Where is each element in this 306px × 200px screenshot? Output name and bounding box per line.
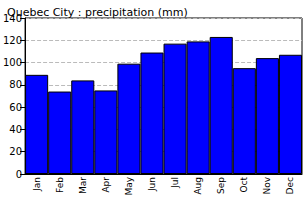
svg-text:0: 0	[16, 169, 22, 180]
svg-text:Jan: Jan	[32, 177, 42, 192]
svg-text:80: 80	[9, 79, 22, 90]
svg-text:Feb: Feb	[55, 177, 65, 193]
svg-text:Dec: Dec	[285, 177, 295, 194]
svg-text:60: 60	[9, 102, 22, 113]
svg-text:Apr: Apr	[101, 177, 111, 193]
svg-text:Jul: Jul	[170, 177, 180, 189]
svg-text:Sep: Sep	[216, 177, 226, 194]
svg-text:40: 40	[9, 124, 22, 135]
svg-text:May: May	[124, 176, 134, 195]
svg-text:Aug: Aug	[193, 177, 203, 195]
svg-text:Oct: Oct	[239, 177, 249, 193]
svg-text:120: 120	[3, 35, 22, 46]
svg-text:Nov: Nov	[262, 176, 272, 194]
svg-text:Mar: Mar	[78, 177, 88, 194]
svg-text:Jun: Jun	[147, 177, 157, 192]
svg-text:20: 20	[9, 146, 22, 157]
svg-text:100: 100	[3, 57, 22, 68]
svg-text:Quebec City : precipitation (m: Quebec City : precipitation (mm)	[7, 6, 188, 19]
